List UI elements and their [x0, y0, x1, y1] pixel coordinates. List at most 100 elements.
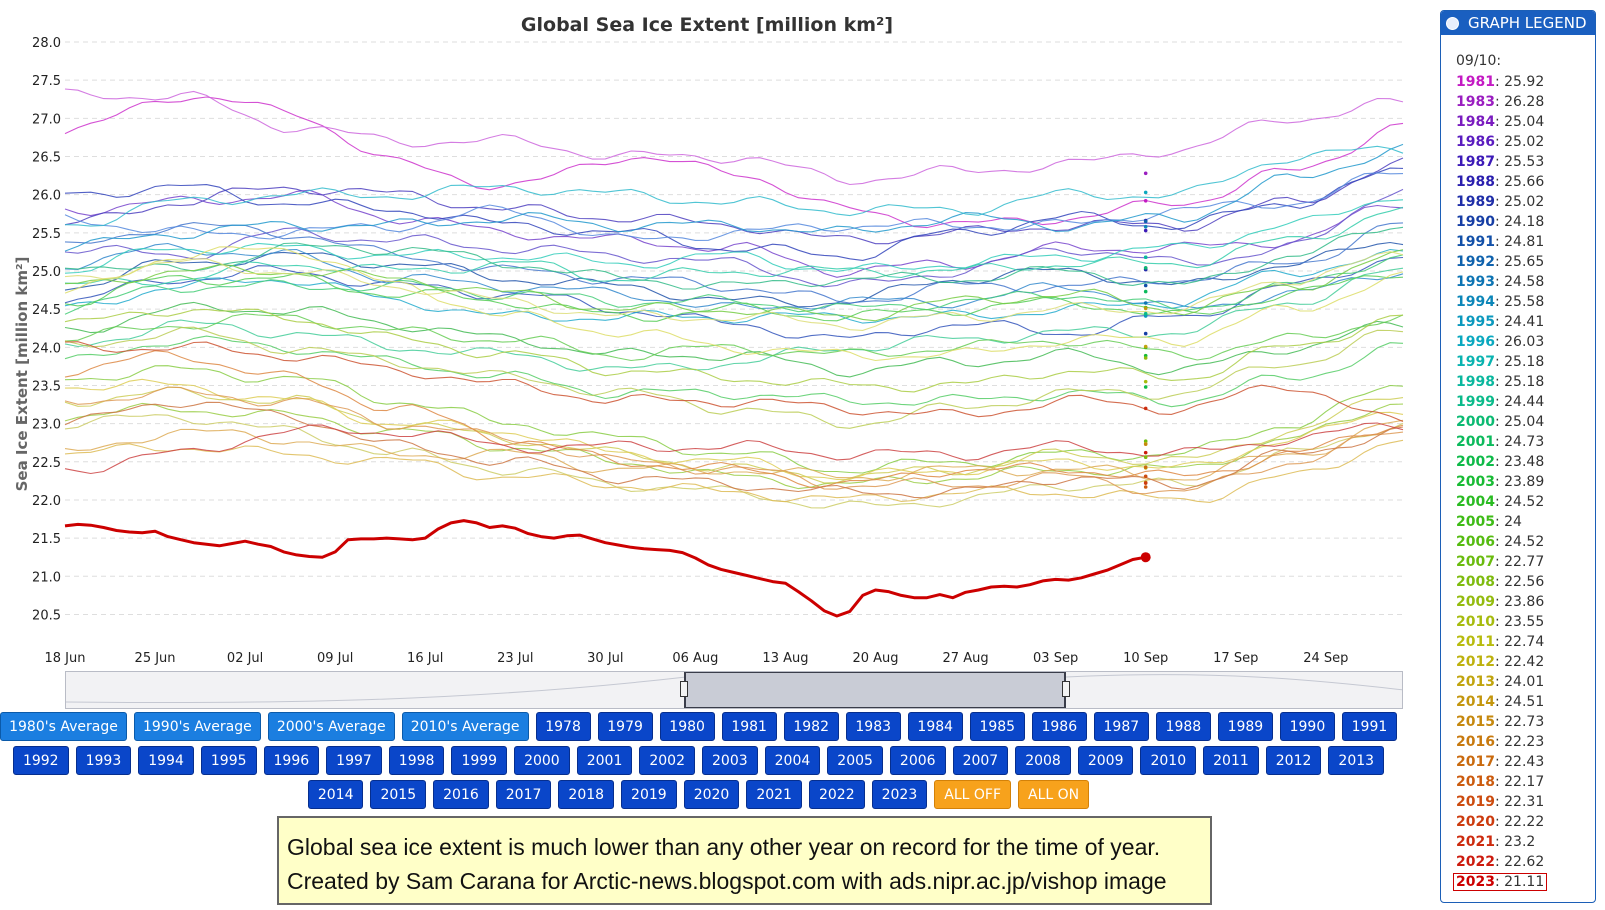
- y-tick-label: 24.0: [32, 341, 61, 356]
- toggle-button-2020[interactable]: 2020: [683, 780, 740, 809]
- legend-value: 22.43: [1504, 754, 1545, 770]
- legend-year: 1997: [1456, 354, 1495, 370]
- range-navigator[interactable]: [65, 671, 1403, 709]
- x-tick-label: 25 Jun: [135, 651, 176, 666]
- series-line-2004: [64, 272, 1404, 322]
- toggle-button-1990[interactable]: 1990: [1279, 712, 1335, 741]
- sea-ice-chart: Global Sea Ice Extent [million km²] Sea …: [13, 14, 1404, 666]
- marker-1981: [1143, 198, 1148, 203]
- y-tick-label: 25.0: [32, 265, 61, 280]
- legend-entry-1991: 1991: 24.81: [1456, 234, 1545, 250]
- legend-year: 2017: [1456, 754, 1495, 770]
- toggle-button-1990-s-average[interactable]: 1990's Average: [133, 712, 261, 741]
- toggle-button-2009[interactable]: 2009: [1077, 746, 1134, 775]
- toggle-button-1989[interactable]: 1989: [1217, 712, 1273, 741]
- toggle-button-2005[interactable]: 2005: [827, 746, 883, 775]
- y-tick-label: 23.0: [32, 418, 61, 433]
- x-tick-label: 09 Jul: [317, 651, 353, 666]
- series-line-1988: [64, 167, 1404, 261]
- toggle-button-1981[interactable]: 1981: [721, 712, 777, 741]
- toggle-button-2004[interactable]: 2004: [764, 746, 821, 775]
- legend-entry-2014: 2014: 24.51: [1456, 694, 1545, 710]
- legend-year: 2018: [1456, 774, 1495, 790]
- toggle-button-1998[interactable]: 1998: [388, 746, 445, 775]
- series-2023-line: [64, 519, 1151, 618]
- toggle-button-2023[interactable]: 2023: [871, 780, 928, 809]
- marker-1999: [1143, 311, 1148, 316]
- navigator-handle-right[interactable]: [1062, 681, 1070, 697]
- toggle-button-1980[interactable]: 1980: [659, 712, 715, 741]
- legend-entry-1992: 1992: 25.65: [1456, 254, 1545, 270]
- navigator-window[interactable]: [684, 672, 1066, 708]
- legend-year: 2019: [1456, 794, 1495, 810]
- toggle-button-1994[interactable]: 1994: [138, 746, 194, 775]
- series-line-2008: [64, 402, 1404, 490]
- toggle-button-1980-s-average[interactable]: 1980's Average: [0, 712, 127, 741]
- toggle-button-all-off[interactable]: ALL OFF: [934, 780, 1012, 809]
- toggle-button-2008[interactable]: 2008: [1015, 746, 1071, 775]
- toggle-button-2013[interactable]: 2013: [1328, 746, 1385, 775]
- toggle-button-2014[interactable]: 2014: [307, 780, 364, 809]
- toggle-button-1986[interactable]: 1986: [1031, 712, 1087, 741]
- toggle-button-2017[interactable]: 2017: [495, 780, 552, 809]
- toggle-button-2001[interactable]: 2001: [576, 746, 633, 775]
- legend-year: 1994: [1456, 294, 1495, 310]
- marker-2009: [1143, 356, 1148, 360]
- button-row-1: 1980's Average 1990's Average 2000's Avera…: [0, 712, 1397, 741]
- toggle-button-2019[interactable]: 2019: [621, 780, 677, 809]
- navigator-handle-left[interactable]: [680, 681, 688, 697]
- toggle-button-2007[interactable]: 2007: [952, 746, 1009, 775]
- toggle-button-2003[interactable]: 2003: [702, 746, 758, 775]
- legend-value: 24.52: [1504, 494, 1545, 510]
- toggle-button-2006[interactable]: 2006: [889, 746, 946, 775]
- series-line-1992: [64, 172, 1404, 241]
- toggle-button-1993[interactable]: 1993: [75, 746, 132, 775]
- legend-value: 24.73: [1504, 434, 1545, 450]
- legend-entry-1984: 1984: 25.04: [1456, 114, 1545, 130]
- legend-value: 24.18: [1504, 214, 1545, 230]
- toggle-button-2012[interactable]: 2012: [1265, 746, 1322, 775]
- y-tick-label: 27.0: [32, 112, 61, 127]
- x-tick-label: 20 Aug: [852, 651, 898, 666]
- toggle-button-2021[interactable]: 2021: [746, 780, 802, 809]
- toggle-button-2016[interactable]: 2016: [433, 780, 489, 809]
- toggle-button-1987[interactable]: 1987: [1093, 712, 1149, 741]
- toggle-button-2022[interactable]: 2022: [808, 780, 865, 809]
- toggle-button-1982[interactable]: 1982: [783, 712, 839, 741]
- legend-value: 22.74: [1504, 634, 1545, 650]
- toggle-button-2011[interactable]: 2011: [1203, 746, 1259, 775]
- toggle-button-2000-s-average[interactable]: 2000's Average: [267, 712, 395, 741]
- marker-2014: [1143, 306, 1148, 311]
- toggle-button-all-on[interactable]: ALL ON: [1018, 780, 1090, 809]
- graph-legend: GRAPH LEGEND 09/10: 1981: 25.92 1983: 26.…: [1440, 10, 1596, 903]
- toggle-button-1978[interactable]: 1978: [535, 712, 591, 741]
- toggle-button-1984[interactable]: 1984: [907, 712, 963, 741]
- toggle-button-1997[interactable]: 1997: [326, 746, 382, 775]
- toggle-button-1992[interactable]: 1992: [12, 746, 69, 775]
- legend-entry-2003: 2003: 23.89: [1456, 474, 1545, 490]
- toggle-button-1996[interactable]: 1996: [263, 746, 320, 775]
- toggle-button-2010[interactable]: 2010: [1140, 746, 1197, 775]
- legend-value: 23.48: [1504, 454, 1545, 470]
- toggle-button-1995[interactable]: 1995: [200, 746, 257, 775]
- marker-1996: [1143, 190, 1148, 195]
- toggle-button-2010-s-average[interactable]: 2010's Average: [401, 712, 529, 741]
- toggle-button-1988[interactable]: 1988: [1155, 712, 1211, 741]
- legend-year: 2012: [1456, 654, 1495, 670]
- toggle-button-2002[interactable]: 2002: [639, 746, 695, 775]
- caption-line-1: Global sea ice extent is much lower than…: [287, 834, 1161, 860]
- legend-year: 2021: [1456, 834, 1495, 850]
- toggle-button-2015[interactable]: 2015: [370, 780, 427, 809]
- toggle-button-2000[interactable]: 2000: [514, 746, 570, 775]
- toggle-button-1983[interactable]: 1983: [845, 712, 901, 741]
- y-tick-label: 21.5: [32, 532, 61, 547]
- legend-value: 25.02: [1504, 134, 1545, 150]
- toggle-button-2018[interactable]: 2018: [558, 780, 615, 809]
- legend-value: 22.22: [1504, 814, 1545, 830]
- toggle-button-1979[interactable]: 1979: [597, 712, 653, 741]
- toggle-button-1999[interactable]: 1999: [451, 746, 508, 775]
- marker-2002: [1143, 385, 1148, 389]
- toggle-button-1991[interactable]: 1991: [1341, 712, 1397, 741]
- legend-entry-2005: 2005: 24: [1456, 514, 1522, 530]
- toggle-button-1985[interactable]: 1985: [969, 712, 1025, 741]
